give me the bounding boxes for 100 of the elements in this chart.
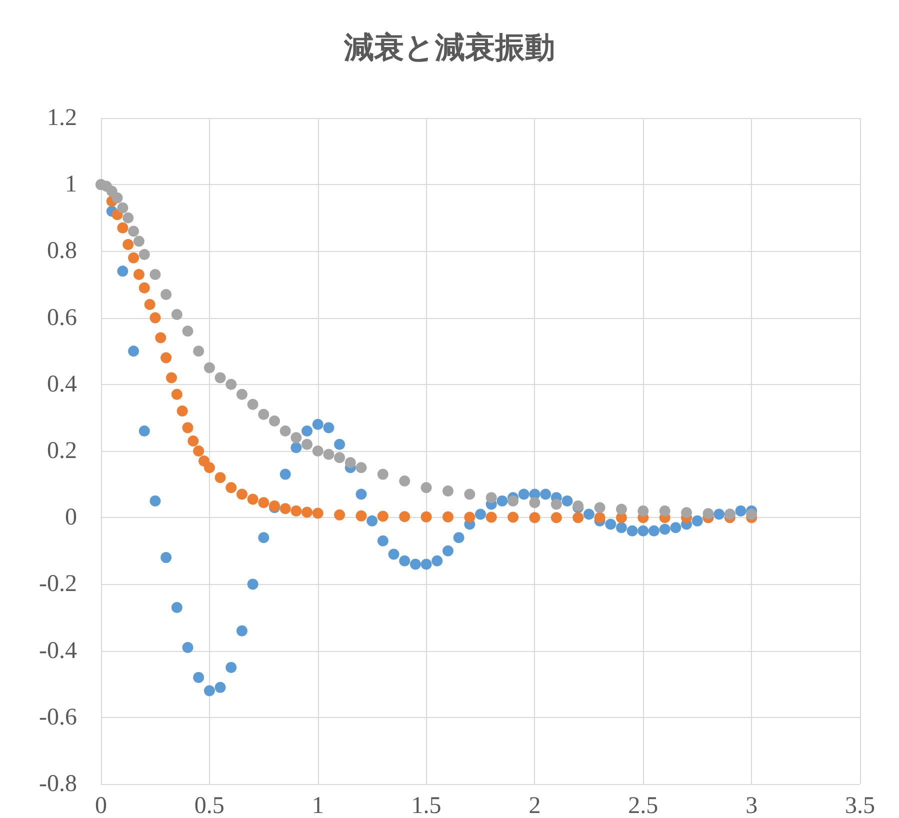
point — [188, 436, 199, 447]
point — [529, 497, 540, 508]
point — [160, 352, 172, 364]
point — [638, 505, 649, 516]
point — [420, 482, 432, 494]
point — [150, 269, 161, 280]
point — [214, 472, 226, 484]
y-tick-label: -0.4 — [39, 638, 77, 664]
point — [508, 512, 519, 523]
point — [171, 388, 182, 400]
point — [312, 446, 324, 456]
point — [112, 192, 123, 204]
x-tick-label: 3 — [746, 793, 758, 818]
point — [290, 432, 302, 444]
point — [268, 416, 280, 427]
point — [138, 282, 150, 294]
point — [594, 512, 606, 524]
y-tick-label: -0.2 — [39, 571, 77, 598]
point — [122, 239, 134, 250]
point — [128, 252, 140, 264]
point — [138, 249, 150, 260]
point — [214, 372, 226, 384]
point — [155, 332, 166, 344]
point — [193, 346, 204, 357]
x-tick-label: 1 — [312, 793, 324, 818]
point — [280, 503, 291, 514]
point — [302, 438, 313, 450]
point — [464, 512, 476, 523]
x-tick-label: 0.5 — [194, 793, 224, 818]
point — [420, 511, 432, 522]
x-tick-label: 0 — [95, 793, 107, 818]
point — [442, 511, 454, 522]
y-tick-label: 0.6 — [47, 304, 77, 331]
point — [236, 388, 248, 400]
point — [182, 422, 194, 434]
point — [117, 202, 128, 214]
point — [550, 512, 562, 524]
point — [133, 236, 144, 247]
point — [258, 408, 270, 420]
point — [529, 512, 540, 524]
point — [377, 510, 388, 522]
point — [572, 512, 584, 524]
point — [399, 475, 410, 486]
y-tick-label: -0.6 — [39, 704, 77, 730]
point — [247, 398, 258, 410]
point — [344, 457, 356, 468]
y-tick-label: 0 — [65, 504, 77, 531]
y-tick-label: 1.2 — [47, 105, 77, 131]
y-tick-label: 1 — [65, 172, 77, 198]
point — [122, 212, 134, 224]
point — [323, 448, 334, 460]
point — [334, 452, 346, 464]
point — [128, 226, 140, 237]
x-tick-label: 2 — [528, 793, 541, 818]
x-tick-label: 3.5 — [845, 793, 875, 818]
point — [550, 498, 562, 510]
point — [226, 378, 237, 390]
point — [746, 508, 758, 520]
y-tick-label: 0.2 — [47, 438, 77, 464]
point — [171, 308, 182, 320]
point — [204, 362, 215, 374]
x-tick-label: 1.5 — [411, 793, 442, 818]
point — [681, 507, 692, 518]
point — [176, 406, 188, 417]
x-tick-label: 2.5 — [628, 793, 658, 818]
point — [236, 488, 248, 500]
y-tick-label: 0.8 — [47, 238, 77, 264]
point — [166, 372, 177, 384]
point — [290, 505, 302, 516]
point — [150, 312, 161, 324]
point — [442, 485, 454, 496]
point — [247, 494, 258, 505]
point — [117, 222, 128, 234]
point — [133, 269, 144, 280]
point — [204, 462, 215, 474]
y-tick-label: 0.4 — [47, 371, 77, 398]
y-tick-label: -0.8 — [39, 771, 77, 797]
point — [280, 426, 291, 437]
point — [144, 298, 156, 310]
point — [160, 288, 172, 300]
point — [377, 468, 388, 480]
point — [486, 512, 497, 523]
point — [616, 504, 627, 515]
point — [399, 511, 410, 522]
point — [464, 488, 476, 500]
point — [193, 446, 204, 456]
point — [226, 482, 237, 494]
point — [356, 462, 367, 474]
chart-title: 減衰と減衰振動 — [343, 30, 555, 64]
point — [334, 509, 346, 520]
point — [182, 326, 194, 337]
point — [258, 497, 270, 508]
point — [594, 502, 606, 514]
point — [486, 492, 497, 504]
point — [702, 508, 714, 520]
point — [356, 510, 367, 522]
point — [508, 495, 519, 506]
point — [659, 505, 670, 516]
point — [302, 506, 313, 518]
point — [312, 508, 324, 519]
